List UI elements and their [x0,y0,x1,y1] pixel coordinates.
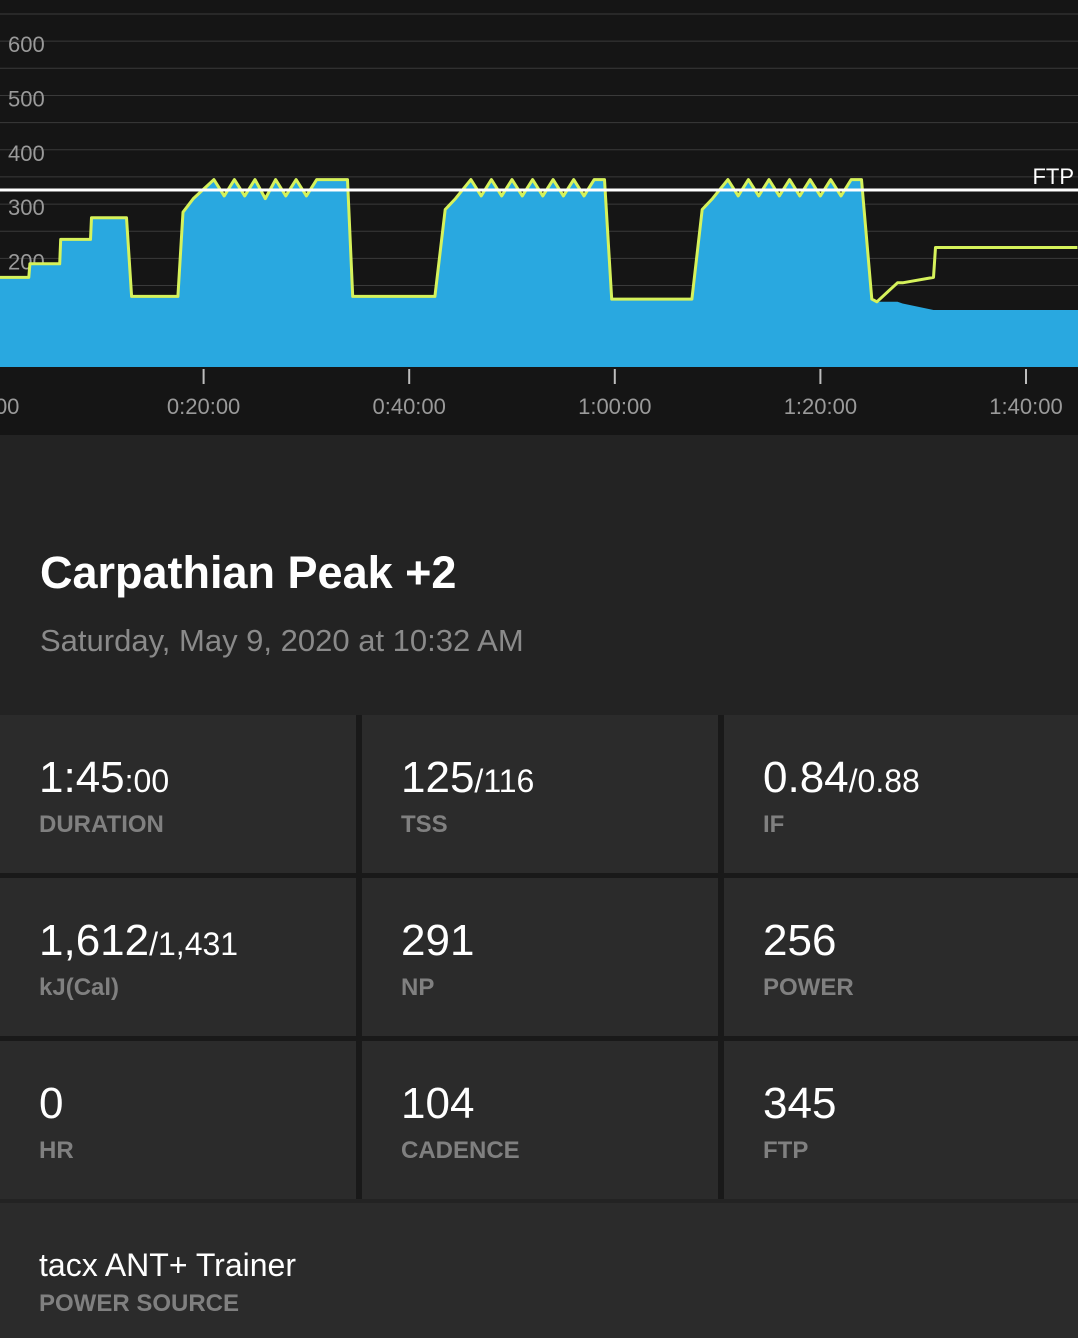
y-tick-label: 300 [8,195,45,220]
stat-duration-label: DURATION [39,811,164,838]
stat-if-value: 0.84 [763,753,849,802]
stat-power-label: POWER [763,974,854,1001]
power-source-value: tacx ANT+ Trainer [39,1247,296,1283]
y-tick-label: 400 [8,141,45,166]
stat-power: 256 POWER [724,878,1078,1036]
power-chart-svg: 600500400300200FTP0:000:20:000:40:001:00… [0,13,1078,419]
stat-if: 0.84/0.88 IF [724,715,1078,873]
stat-hr-label: HR [39,1137,74,1164]
stat-cadence: 104 CADENCE [362,1041,718,1199]
stat-tss: 125/116 TSS [362,715,718,873]
stat-hr: 0 HR [0,1041,356,1199]
stat-ftp-label: FTP [763,1137,809,1164]
stat-kj-label: kJ(Cal) [39,974,120,1001]
stat-tss-value: 125 [401,753,475,802]
stat-np-label: NP [401,974,435,1001]
stat-if-value-sub: /0.88 [848,763,920,799]
x-tick-label: 0:40:00 [372,394,445,419]
x-tick-label: 0:00 [0,394,19,419]
x-tick-label: 1:40:00 [989,394,1062,419]
power-source-row: tacx ANT+ Trainer POWER SOURCE [0,1203,1078,1338]
stats-grid: 1:45:00 DURATION 125/116 TSS 0.84/0.88 I… [0,715,1078,1199]
stat-cadence-label: CADENCE [401,1137,520,1164]
x-tick-label: 0:20:00 [167,394,240,419]
x-tick-label: 1:00:00 [578,394,651,419]
ftp-label: FTP [1032,164,1074,189]
stat-tss-value-sub: /116 [474,763,535,799]
stat-kj-value-sub: /1,431 [149,926,239,962]
stat-kj-value: 1,612 [39,916,150,965]
workout-title: Carpathian Peak +2 [40,547,457,598]
stat-duration-value-sub: :00 [124,763,170,799]
x-tick-label: 1:20:00 [784,394,857,419]
stat-duration: 1:45:00 DURATION [0,715,356,873]
stat-np: 291 NP [362,878,718,1036]
power-chart: 600500400300200FTP0:000:20:000:40:001:00… [0,0,1078,435]
y-tick-label: 500 [8,86,45,111]
power-area [0,179,1078,367]
stat-np-value: 291 [401,916,475,965]
y-tick-label: 600 [8,32,45,57]
stat-tss-label: TSS [401,811,448,838]
stat-power-value: 256 [763,916,837,965]
stat-cadence-value: 104 [401,1079,475,1128]
stat-kj: 1,612/1,431 kJ(Cal) [0,878,356,1036]
stat-duration-value: 1:45 [39,753,125,802]
workout-date: Saturday, May 9, 2020 at 10:32 AM [40,623,524,658]
stat-hr-value: 0 [39,1079,64,1128]
stat-ftp-value: 345 [763,1079,837,1128]
power-source-label: POWER SOURCE [39,1290,240,1317]
stat-if-label: IF [763,811,785,838]
workout-header: Carpathian Peak +2 Saturday, May 9, 2020… [0,435,1078,715]
stat-ftp: 345 FTP [724,1041,1078,1199]
